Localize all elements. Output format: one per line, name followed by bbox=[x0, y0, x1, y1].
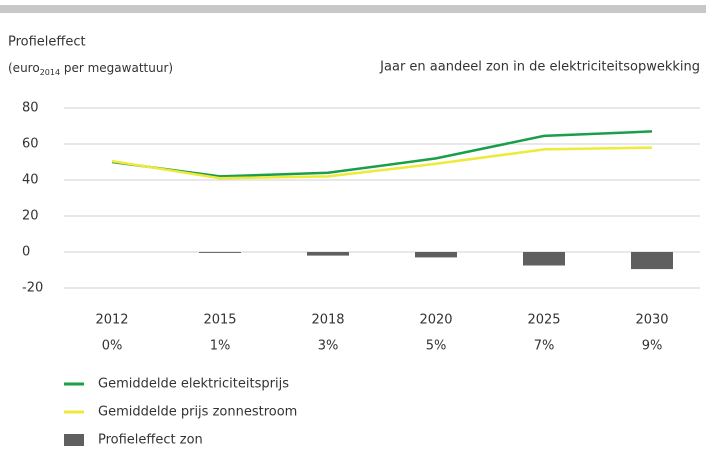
y-tick-label: 80 bbox=[22, 101, 39, 116]
x-tick-label: 2018 bbox=[311, 313, 344, 328]
x-tick-label: 2015 bbox=[203, 313, 236, 328]
legend-label: Profieleffect zon bbox=[98, 433, 203, 448]
top-bar bbox=[0, 5, 706, 13]
legend-swatch bbox=[64, 434, 84, 446]
y-tick-label: 40 bbox=[22, 173, 39, 188]
share-label: 0% bbox=[102, 339, 123, 354]
bar bbox=[631, 252, 673, 270]
x-tick-label: 2012 bbox=[95, 313, 128, 328]
bar bbox=[415, 252, 457, 258]
chart-title: Profieleffect bbox=[8, 35, 86, 50]
share-label: 5% bbox=[426, 339, 447, 354]
share-label: 7% bbox=[534, 339, 555, 354]
x-tick-label: 2025 bbox=[527, 313, 560, 328]
share-label: 1% bbox=[210, 339, 231, 354]
bar bbox=[199, 252, 241, 253]
legend-label: Gemiddelde prijs zonnestroom bbox=[98, 405, 297, 420]
line bbox=[111, 146, 653, 180]
line bbox=[111, 130, 653, 178]
unit-post: per megawattuur) bbox=[60, 61, 173, 75]
x-tick-label: 2020 bbox=[419, 313, 452, 328]
legend-label: Gemiddelde elektriciteitsprijs bbox=[98, 377, 289, 392]
y-tick-label: 60 bbox=[22, 137, 39, 152]
share-label: 3% bbox=[318, 339, 339, 354]
y-tick-label: -20 bbox=[22, 281, 43, 296]
y-tick-label: 0 bbox=[22, 245, 30, 260]
share-label: 9% bbox=[642, 339, 663, 354]
unit-label: (euro2014 per megawattuur) bbox=[8, 61, 173, 77]
bar bbox=[307, 252, 349, 256]
x-tick-label: 2030 bbox=[635, 313, 668, 328]
bar bbox=[523, 252, 565, 266]
x-axis-label: Jaar en aandeel zon in de elektriciteits… bbox=[379, 60, 700, 75]
unit-sub: 2014 bbox=[40, 68, 60, 77]
y-tick-label: 20 bbox=[22, 209, 39, 224]
unit-pre: (euro bbox=[8, 61, 40, 75]
